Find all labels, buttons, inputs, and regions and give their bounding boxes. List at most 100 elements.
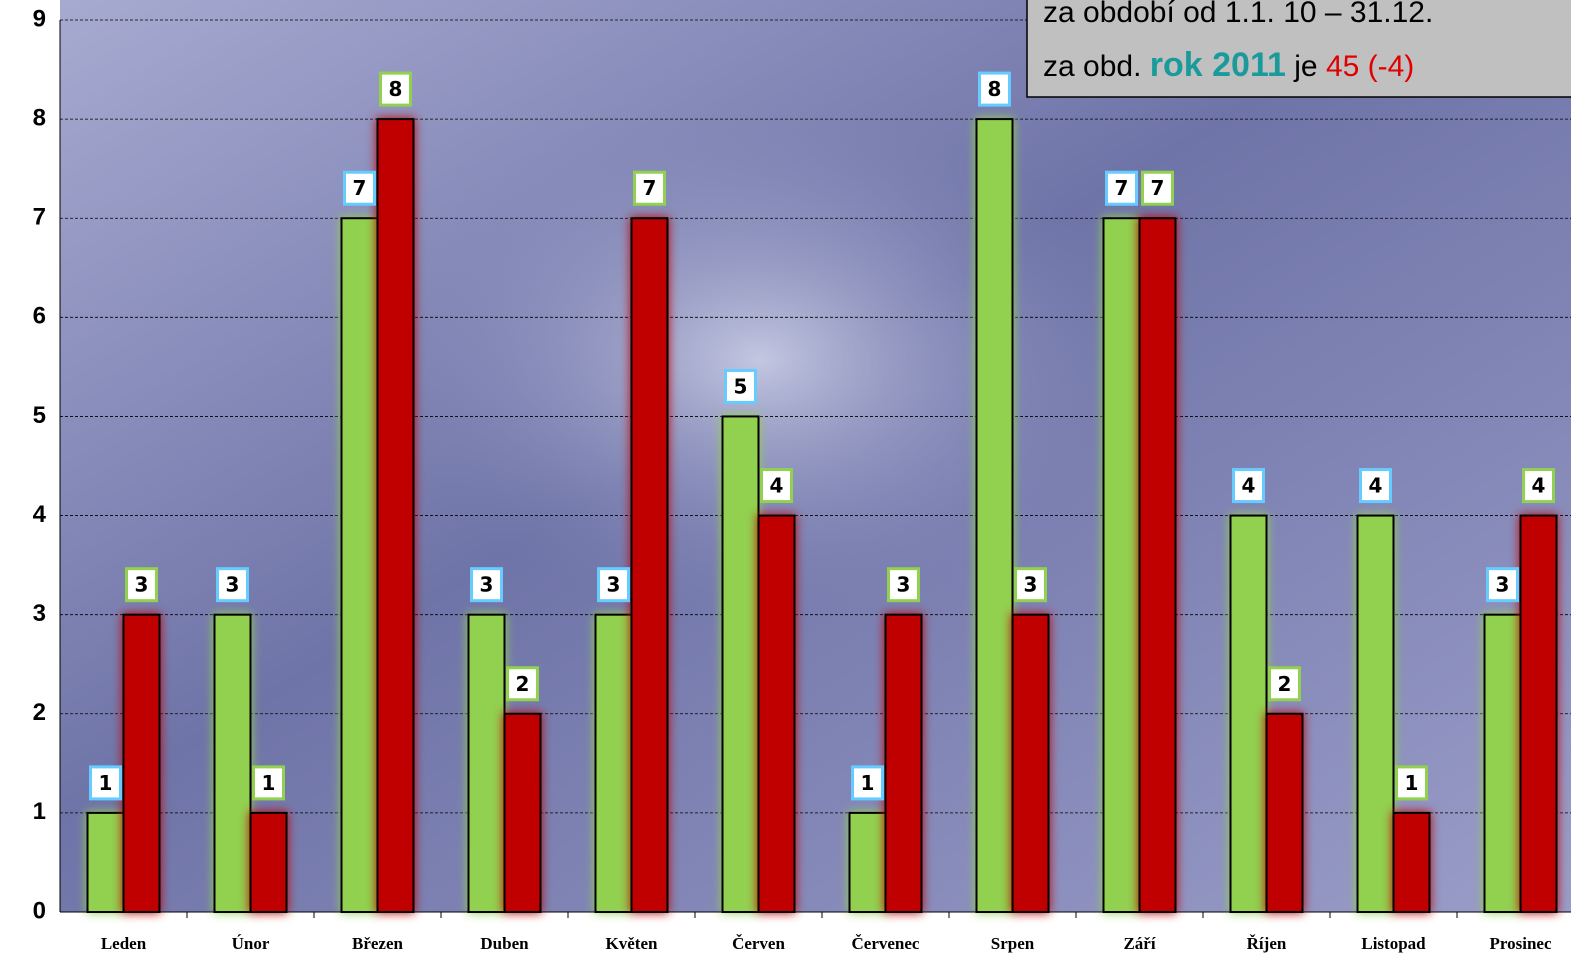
y-tick-label: 9 <box>33 5 46 32</box>
value-label-box <box>724 368 757 404</box>
value-label-box <box>597 567 630 603</box>
value-label-box <box>1395 765 1428 801</box>
value-label-box <box>1105 170 1138 206</box>
value-label: 8 <box>389 77 403 101</box>
bar <box>630 217 669 913</box>
y-tick-label: 4 <box>33 501 47 528</box>
y-tick-label: 5 <box>33 402 46 429</box>
bar <box>848 811 887 914</box>
x-tick-label: Listopad <box>1361 934 1426 953</box>
annotation-prefix: za obd. <box>1043 50 1141 83</box>
bar <box>1356 514 1395 913</box>
value-label-box <box>1359 468 1392 504</box>
bar <box>340 217 379 913</box>
bar <box>467 613 506 914</box>
bar <box>1519 514 1558 913</box>
value-label: 4 <box>1242 474 1256 498</box>
annotation-box <box>1026 0 1571 98</box>
x-tick-label: Leden <box>101 934 147 953</box>
bar <box>1138 217 1177 913</box>
x-tick-label: Únor <box>232 934 270 953</box>
value-label-box <box>978 71 1011 107</box>
bar <box>594 613 633 914</box>
value-label: 1 <box>1405 771 1419 795</box>
value-label: 3 <box>1024 573 1038 597</box>
x-tick-label: Duben <box>480 934 529 953</box>
bar <box>1011 613 1050 914</box>
y-tick-label: 2 <box>33 699 46 726</box>
value-label-box <box>1014 567 1047 603</box>
value-label: 3 <box>1496 573 1510 597</box>
y-tick-label: 0 <box>33 897 46 924</box>
value-label: 1 <box>861 771 875 795</box>
value-label: 2 <box>516 672 530 696</box>
value-label-box <box>760 468 793 504</box>
plot: 0 1 2 3 4 5 6 7 8 9 Leden Únor Březen Duben Květen Červ… <box>33 5 1571 953</box>
value-label: 7 <box>643 176 657 200</box>
value-label: 3 <box>226 573 240 597</box>
annotation-line2: za obd. rok 2011 je 45 (-4) <box>1043 46 1414 84</box>
annotation-highlight: rok 2011 <box>1150 46 1286 84</box>
x-tick-label: Říjen <box>1247 934 1287 953</box>
value-label-box <box>379 71 412 107</box>
x-tick-label: Březen <box>352 934 404 953</box>
value-label-box <box>252 765 285 801</box>
photo-highlight <box>380 100 1140 620</box>
x-tick-label: Květen <box>606 934 658 953</box>
value-label-box <box>1141 170 1174 206</box>
value-label: 4 <box>1369 474 1383 498</box>
value-label-box <box>633 170 666 206</box>
value-label: 7 <box>353 176 367 200</box>
bar <box>86 811 125 914</box>
bar <box>1265 712 1304 913</box>
value-label: 5 <box>734 374 748 398</box>
x-tick-label: Prosinec <box>1489 934 1551 953</box>
bar <box>975 118 1014 914</box>
bar <box>122 613 161 914</box>
value-label: 7 <box>1151 176 1165 200</box>
value-label: 4 <box>1532 474 1546 498</box>
y-tick-label: 6 <box>33 303 46 330</box>
value-label: 1 <box>99 771 113 795</box>
value-label: 3 <box>897 573 911 597</box>
x-tick-label: Červenec <box>852 934 920 953</box>
value-label: 1 <box>262 771 276 795</box>
value-label-box <box>343 170 376 206</box>
value-label-box <box>1486 567 1519 603</box>
y-tick-label: 7 <box>33 204 46 231</box>
bar <box>757 514 796 913</box>
value-label-box <box>216 567 249 603</box>
value-label: 3 <box>607 573 621 597</box>
bar <box>1229 514 1268 913</box>
x-tick-label: Srpen <box>991 934 1035 953</box>
bar <box>1392 811 1431 914</box>
bar <box>249 811 288 914</box>
value-label-box <box>851 765 884 801</box>
annotation: za období od 1.1. 10 – 31.12. za obd. ro… <box>1026 0 1571 98</box>
value-label: 8 <box>988 77 1002 101</box>
value-label: 7 <box>1115 176 1129 200</box>
value-label: 2 <box>1278 672 1292 696</box>
value-label-box <box>1232 468 1265 504</box>
bar <box>213 613 252 914</box>
annotation-middle: je <box>1293 50 1317 83</box>
bar <box>503 712 542 913</box>
bar <box>884 613 923 914</box>
bar <box>1483 613 1522 914</box>
annotation-line1: za období od 1.1. 10 – 31.12. <box>1043 0 1433 29</box>
annotation-result: 45 (-4) <box>1326 50 1414 83</box>
value-label-box <box>887 567 920 603</box>
value-label-box <box>470 567 503 603</box>
value-label: 3 <box>135 573 149 597</box>
bar <box>376 118 415 914</box>
x-tick-label: Září <box>1123 934 1155 953</box>
value-label-box <box>125 567 158 603</box>
value-label: 3 <box>480 573 494 597</box>
value-label-box <box>1268 666 1301 702</box>
y-tick-label: 8 <box>33 104 46 131</box>
value-label-box <box>89 765 122 801</box>
y-tick-label: 3 <box>33 600 46 627</box>
bar <box>721 415 760 913</box>
